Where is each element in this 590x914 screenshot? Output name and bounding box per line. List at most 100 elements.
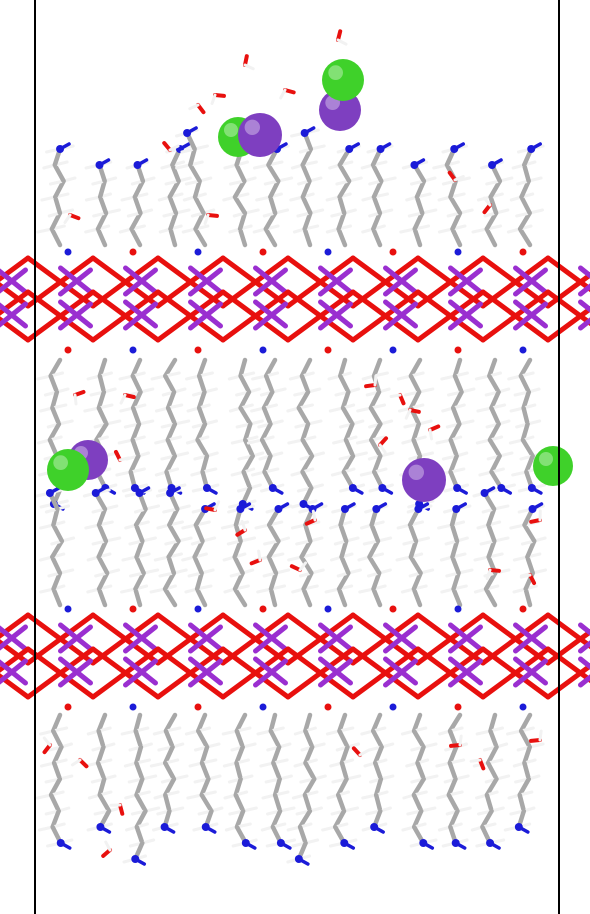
carbon-bond (232, 554, 245, 576)
oxygen-bond (415, 289, 453, 319)
hydrogen-bond (528, 742, 545, 749)
carbon-bond (299, 357, 313, 379)
carbon-bond (522, 760, 532, 782)
oxygen-bond (188, 289, 226, 319)
carbon-bond (163, 792, 172, 814)
carbon-bond (301, 586, 313, 608)
water-oh-bond (42, 736, 52, 747)
carbon-bond (487, 357, 498, 379)
carbon-bond (300, 194, 313, 216)
nitrogen-bond (454, 502, 467, 511)
hydrogen-bond (83, 406, 101, 413)
hydrogen-bond (120, 729, 138, 736)
carbon-bond (130, 405, 142, 427)
organic-chain (355, 357, 395, 495)
water-molecule (243, 54, 255, 71)
oxygen-bond (220, 313, 258, 343)
nitrogen-bond (58, 841, 72, 850)
carbon-bond (97, 357, 108, 379)
oxygen-bond (188, 646, 226, 676)
carbon-bond (193, 210, 206, 232)
carbon-bond (163, 373, 177, 395)
hydrogen-bond (84, 523, 101, 530)
hydrogen-bond (239, 536, 257, 543)
carbon-bond (263, 357, 278, 379)
nitrogen-bond (452, 142, 465, 151)
oxygen-bond (480, 670, 518, 700)
chloride-ion (47, 449, 89, 491)
carbon-bond (336, 586, 348, 608)
oxygen-bond (318, 255, 356, 285)
water-oh-bond (482, 196, 492, 207)
organic-chain (360, 712, 395, 834)
carbon-bond (488, 178, 503, 200)
oxygen-bond (318, 636, 356, 666)
carbon-bond (130, 373, 143, 395)
chloride-ion (322, 59, 364, 101)
anchor-atom (454, 605, 462, 613)
water-oh-bond (469, 758, 482, 763)
carbon-bond (414, 178, 427, 200)
water-molecule (235, 519, 247, 537)
metal-bond (318, 267, 353, 297)
carbon-bond (336, 210, 347, 232)
nitrogen-bond (297, 857, 310, 866)
carbon-bond (488, 728, 499, 750)
water-molecule (519, 573, 537, 586)
carbon-bond (299, 554, 314, 576)
oxygen-bond (58, 612, 96, 642)
carbon-bond (238, 405, 253, 427)
water-oh-bond (404, 408, 412, 420)
oxygen-bond (123, 670, 161, 700)
carbon-bond (411, 570, 423, 592)
oxygen-bond (123, 289, 161, 319)
metal-bond (513, 624, 548, 654)
inorganic-sheet (0, 248, 590, 354)
carbon-bond (96, 522, 109, 544)
potassium-ion-body (402, 458, 446, 502)
metal-bond (188, 267, 223, 297)
oxygen-bond (155, 612, 193, 642)
organic-chain (221, 712, 258, 850)
nitrogen-bond (178, 142, 191, 151)
water-oh-bond (243, 63, 255, 71)
carbon-bond (335, 792, 347, 814)
carbon-bond (52, 194, 63, 216)
organic-chain (120, 712, 161, 866)
carbon-bond (338, 522, 349, 544)
water-molecule (203, 213, 219, 226)
carbon-bond (371, 226, 383, 248)
carbon-bond (96, 405, 109, 427)
hydrogen-bond (256, 587, 273, 594)
carbon-bond (487, 437, 502, 459)
anchor-atom (129, 248, 137, 256)
oxygen-bond (448, 255, 486, 285)
oxygen-bond (545, 636, 583, 666)
carbon-bond (450, 210, 463, 232)
metal-bond (188, 624, 223, 654)
organic-chain (287, 502, 328, 608)
ion-spheres (47, 59, 573, 502)
oxygen-bond (350, 646, 388, 676)
organic-chain (35, 712, 74, 850)
water-molecule (529, 509, 542, 524)
metal-bond (383, 658, 418, 688)
oxygen-bond (58, 255, 96, 285)
oxygen-bond (58, 289, 96, 319)
oxygen-bond (318, 313, 356, 343)
organic-chain (220, 502, 257, 608)
organic-chain (120, 486, 161, 608)
hydrogen-bond (419, 806, 437, 813)
oxygen-bond (58, 636, 96, 666)
carbon-bond (448, 808, 460, 830)
metal-bond (578, 640, 590, 654)
water-molecule (428, 424, 441, 441)
oxygen-bond (253, 279, 291, 309)
carbon-bond (448, 453, 459, 475)
carbon-bond (340, 389, 351, 411)
oxygen-bond (578, 628, 590, 642)
carbon-bond (299, 373, 311, 395)
oxygen-bond (545, 289, 583, 319)
anchor-atom (324, 605, 332, 613)
oxygen-bond (220, 670, 258, 700)
